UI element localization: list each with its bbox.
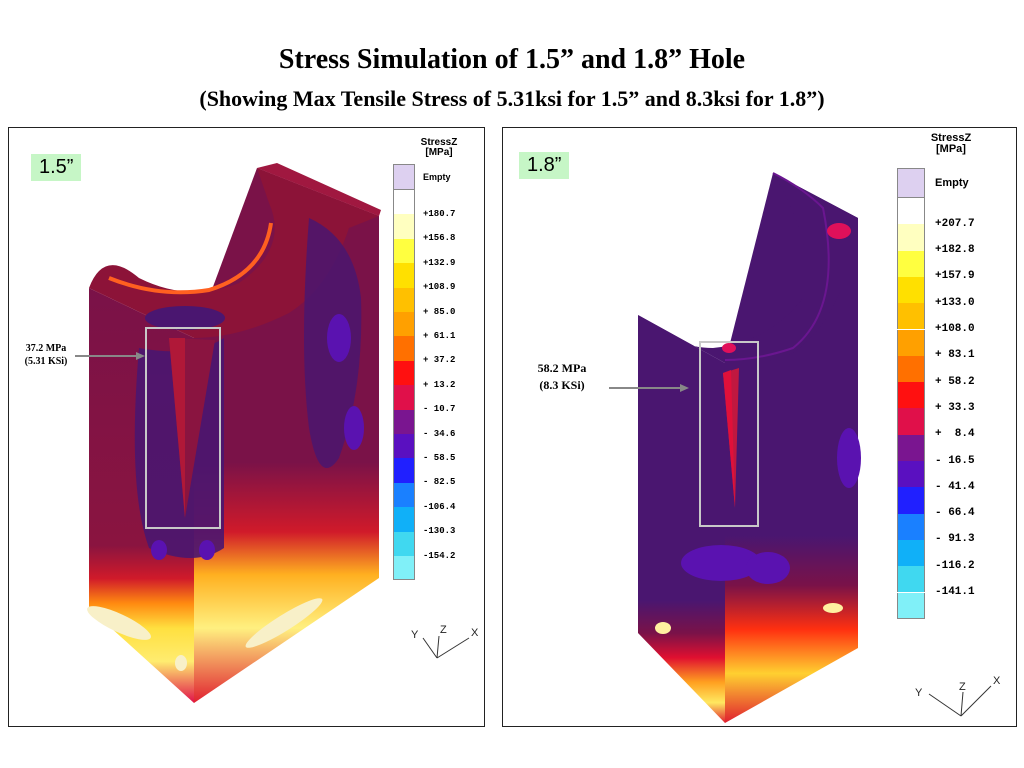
axis-z-label: Z — [959, 681, 966, 693]
legend-swatch — [897, 382, 925, 409]
simulation-panel-1-8: Y Z X 1.8” StressZ [MPa] Empty +207.7 +182.… — [502, 127, 1017, 727]
highlight-box — [145, 327, 221, 529]
axis-x-label: X — [471, 627, 479, 639]
legend-swatch — [393, 507, 415, 532]
legend-swatch — [393, 385, 415, 410]
legend-swatch — [897, 224, 925, 251]
legend-value: +108.9 — [423, 282, 456, 293]
legend-swatch — [897, 303, 925, 330]
legend-value: -141.1 — [935, 586, 975, 598]
legend-value: -106.4 — [423, 501, 456, 512]
legend-value: + 13.2 — [423, 379, 456, 390]
legend-swatch — [897, 250, 925, 277]
legend-value: + 37.2 — [423, 355, 456, 366]
stress-model-render-1-5: Y Z X — [75, 163, 479, 703]
legend-swatch — [393, 482, 415, 508]
legend-title: StressZ [MPa] — [930, 132, 972, 155]
legend-empty-label: Empty — [423, 171, 451, 182]
legend-value: - 91.3 — [935, 533, 975, 546]
legend-value: + 83.1 — [935, 349, 975, 362]
legend-value: +182.8 — [935, 244, 975, 257]
legend-swatch — [393, 214, 415, 239]
legend-swatch — [897, 329, 925, 356]
legend-swatch-empty — [897, 168, 925, 198]
legend-swatch — [897, 566, 925, 593]
axis-triad: Y Z X — [915, 675, 1001, 717]
legend-value: +133.0 — [935, 296, 975, 309]
legend-swatch — [393, 263, 415, 288]
legend-value: +207.7 — [935, 217, 975, 230]
legend-value: - 10.7 — [423, 404, 456, 415]
axis-triad: Y Z X — [411, 624, 479, 659]
legend-value: +157.9 — [935, 270, 975, 283]
legend-swatch — [393, 238, 415, 264]
legend-value: - 41.4 — [935, 480, 975, 493]
legend-swatch — [393, 190, 415, 215]
legend-swatch — [393, 556, 415, 581]
legend-swatch — [393, 531, 415, 556]
stress-model-render-1-8: Y Z X — [609, 172, 1001, 723]
legend-swatch — [897, 461, 925, 488]
legend-title: StressZ [MPa] — [420, 137, 458, 158]
legend-value: +180.7 — [423, 208, 456, 219]
legend-value: + 33.3 — [935, 401, 975, 414]
axis-z-label: Z — [440, 624, 447, 636]
legend-value: - 34.6 — [423, 428, 456, 439]
legend-value: + 61.1 — [423, 330, 456, 341]
legend-swatch — [897, 513, 925, 540]
legend-swatch — [897, 276, 925, 304]
legend-swatch-empty — [393, 164, 415, 190]
legend-swatch — [393, 336, 415, 361]
axis-y-label: Y — [915, 687, 923, 699]
legend-swatch — [393, 458, 415, 483]
legend-swatch — [897, 592, 925, 619]
axis-x-label: X — [993, 675, 1001, 687]
legend-swatch — [897, 198, 925, 225]
legend-swatch — [393, 409, 415, 434]
legend-value: +108.0 — [935, 323, 975, 335]
hole-size-label: 1.5” — [31, 154, 82, 181]
legend-value: - 82.5 — [423, 477, 456, 488]
legend-swatch — [897, 487, 925, 514]
legend-value: - 66.4 — [935, 507, 975, 520]
legend-swatch — [897, 539, 925, 567]
legend-value: -154.2 — [423, 550, 456, 561]
hole-size-label: 1.8” — [519, 152, 570, 179]
legend-swatch — [393, 434, 415, 459]
legend-value: + 8.4 — [935, 428, 975, 441]
highlight-box — [699, 341, 759, 527]
max-stress-annotation: 37.2 MPa (5.31 KSi) — [24, 343, 68, 367]
legend-empty-label: Empty — [935, 176, 969, 189]
legend-swatch — [393, 287, 415, 312]
legend-swatch — [897, 408, 925, 435]
simulation-panel-1-5: Y Z X 1.5” StressZ [MPa] Empty +180.7 +156.… — [8, 127, 485, 727]
slide-title: Stress Simulation of 1.5” and 1.8” Hole — [278, 44, 746, 75]
legend-value: -130.3 — [423, 526, 456, 537]
legend-value: - 58.5 — [423, 452, 456, 463]
legend-value: +132.9 — [423, 257, 456, 268]
max-stress-annotation: 58.2 MPa (8.3 KSi) — [537, 361, 587, 392]
legend-value: +156.8 — [423, 233, 456, 244]
legend-swatch — [897, 355, 925, 383]
slide-subtitle: (Showing Max Tensile Stress of 5.31ksi f… — [199, 86, 825, 111]
legend-swatch — [393, 360, 415, 386]
legend-value: + 58.2 — [935, 375, 975, 388]
legend-value: + 85.0 — [423, 306, 456, 317]
legend-swatch — [393, 312, 415, 337]
legend-value: -116.2 — [935, 559, 975, 572]
legend-swatch — [897, 434, 925, 461]
legend-value: - 16.5 — [935, 454, 975, 467]
axis-y-label: Y — [411, 629, 419, 641]
